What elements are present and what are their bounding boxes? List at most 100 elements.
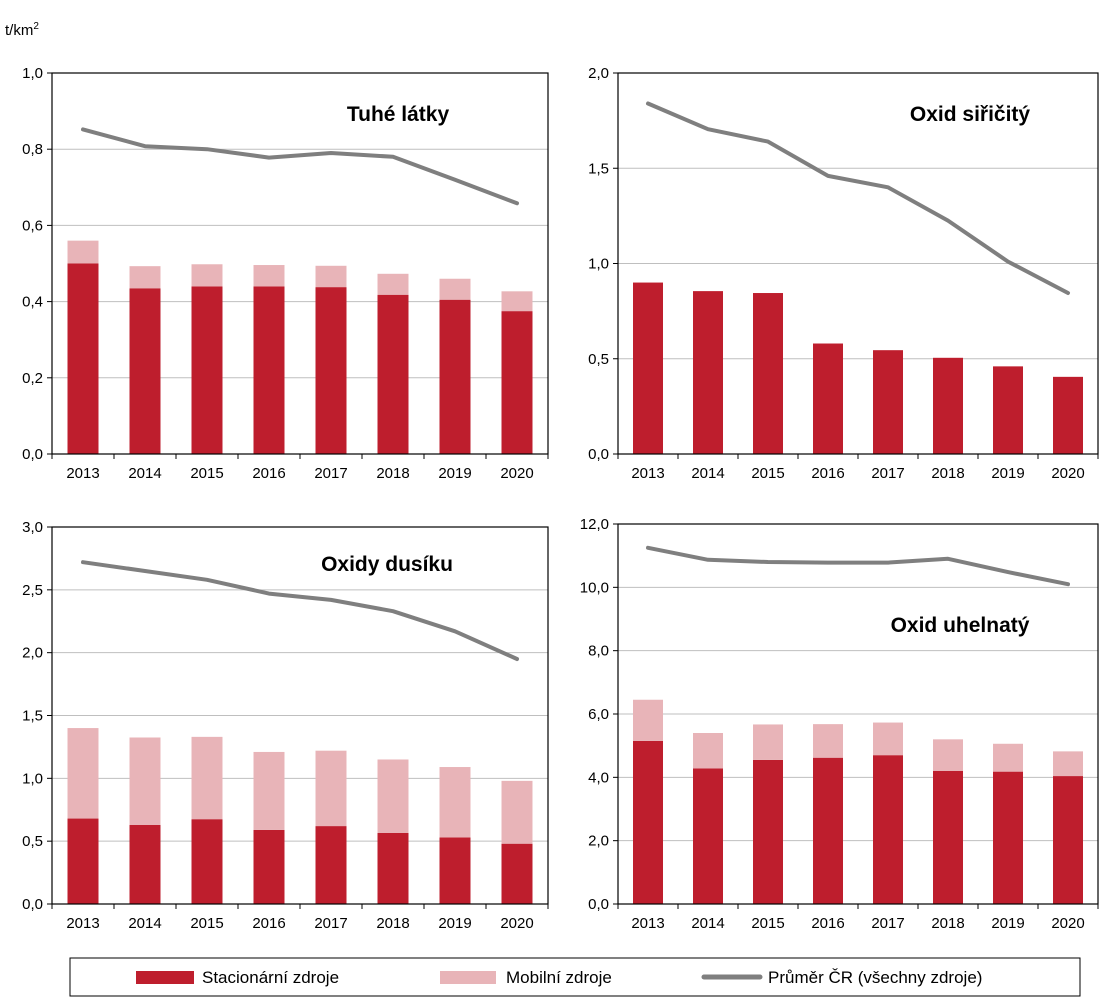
bar-stationary: [67, 818, 99, 904]
bar-stationary: [1053, 376, 1083, 454]
plot-frame: [51, 72, 549, 455]
bar-stationary: [633, 740, 663, 904]
x-tick-label: 2014: [128, 915, 161, 932]
x-tick-label: 2018: [376, 465, 409, 482]
bar-stationary: [933, 771, 963, 904]
chart-title: Tuhé látky: [347, 103, 450, 126]
x-tick-label: 2015: [751, 915, 784, 932]
x-tick-label: 2017: [314, 465, 347, 482]
x-tick-label: 2016: [252, 915, 285, 932]
bar-mobile: [439, 767, 471, 838]
x-tick-label: 2016: [811, 465, 844, 482]
bar-mobile: [439, 278, 471, 300]
bar-stationary: [191, 286, 223, 454]
chart-title: Oxid uhelnatý: [891, 614, 1030, 637]
x-tick-label: 2016: [252, 465, 285, 482]
y-tick-label: 2,5: [22, 582, 43, 599]
x-tick-label: 2014: [691, 915, 724, 932]
y-tick-label: 0,5: [588, 351, 609, 368]
x-tick-label: 2020: [1051, 915, 1084, 932]
y-tick-label: 0,4: [22, 294, 43, 311]
bar-mobile: [253, 751, 285, 830]
x-tick-label: 2018: [931, 915, 964, 932]
bar-mobile: [633, 699, 663, 741]
x-tick-label: 2013: [66, 915, 99, 932]
x-tick-label: 2013: [631, 915, 664, 932]
bar-mobile: [129, 266, 161, 289]
bar-stationary: [753, 759, 783, 904]
bar-stationary: [501, 311, 533, 454]
x-tick-label: 2020: [500, 915, 533, 932]
y-tick-label: 1,0: [22, 770, 43, 787]
legend-label-mobile: Mobilní zdroje: [506, 968, 612, 987]
y-tick-label: 1,0: [22, 65, 43, 82]
legend-frame: [69, 957, 1081, 997]
bar-stationary: [993, 771, 1023, 904]
x-tick-label: 2016: [811, 915, 844, 932]
x-tick-label: 2013: [66, 465, 99, 482]
y-tick-label: 2,0: [22, 645, 43, 662]
x-tick-label: 2017: [871, 915, 904, 932]
bar-mobile: [377, 759, 409, 833]
bar-mobile: [191, 264, 223, 287]
bar-stationary: [129, 824, 161, 904]
bar-mobile: [993, 743, 1023, 772]
bar-stationary: [873, 755, 903, 904]
y-tick-label: 12,0: [580, 516, 609, 533]
unit-label: t/km2: [5, 21, 39, 39]
bar-mobile: [501, 291, 533, 312]
bar-mobile: [315, 265, 347, 288]
bar-stationary: [873, 350, 903, 454]
bar-stationary: [439, 299, 471, 454]
bar-mobile: [67, 728, 99, 819]
x-tick-label: 2017: [871, 465, 904, 482]
bar-stationary: [315, 287, 347, 454]
y-tick-label: 1,5: [588, 160, 609, 177]
chart-oxid-siricity: 0,0 0,5 1,0 1,5 2,0 2013 2014 2015 2016 2017 2018 2…: [588, 65, 1099, 482]
bar-mobile: [1053, 751, 1083, 777]
chart-oxidy-dusiku: 0,0 0,5 1,0 1,5 2,0 2,5 3,0 2013 2014 2015 2016 201…: [22, 519, 549, 932]
bar-mobile: [693, 733, 723, 769]
y-tick-label: 2,0: [588, 65, 609, 82]
x-tick-label: 2019: [991, 465, 1024, 482]
bar-stationary: [439, 837, 471, 904]
bar-stationary: [377, 832, 409, 904]
y-tick-label: 6,0: [588, 706, 609, 723]
y-tick-label: 1,0: [588, 256, 609, 273]
bar-mobile: [129, 737, 161, 825]
y-tick-label: 0,0: [588, 446, 609, 463]
x-tick-label: 2019: [438, 465, 471, 482]
bar-mobile: [753, 724, 783, 760]
y-tick-label: 8,0: [588, 643, 609, 660]
x-tick-label: 2015: [190, 465, 223, 482]
legend-label-stationary: Stacionární zdroje: [202, 968, 339, 987]
bar-stationary: [191, 819, 223, 904]
bar-mobile: [315, 750, 347, 827]
bar-stationary: [933, 357, 963, 454]
x-tick-label: 2014: [691, 465, 724, 482]
line-average: [646, 545, 1070, 587]
bar-mobile: [933, 739, 963, 771]
bar-mobile: [191, 736, 223, 820]
bar-mobile: [253, 265, 285, 287]
bar-stationary: [753, 293, 783, 454]
y-tick-label: 4,0: [588, 769, 609, 786]
bar-stationary: [377, 294, 409, 454]
bar-mobile: [67, 240, 99, 264]
x-tick-label: 2018: [376, 915, 409, 932]
y-tick-label: 1,5: [22, 708, 43, 725]
chart-title: Oxidy dusíku: [321, 553, 453, 576]
bar-mobile: [813, 724, 843, 758]
bar-stationary: [813, 343, 843, 454]
chart-oxid-uhelnaty: 0,0 2,0 4,0 6,0 8,0 10,0 12,0 2013 2014 2015 2016 2…: [580, 516, 1099, 932]
bar-stationary: [1053, 776, 1083, 904]
x-tick-label: 2013: [631, 465, 664, 482]
line-average: [646, 101, 1070, 295]
bar-stationary: [693, 768, 723, 904]
line-average: [81, 560, 519, 661]
y-tick-label: 0,8: [22, 141, 43, 158]
legend: Stacionární zdroje Mobilní zdroje Průměr…: [69, 957, 1081, 997]
y-tick-label: 10,0: [580, 579, 609, 596]
legend-swatch-stationary: [136, 971, 194, 984]
